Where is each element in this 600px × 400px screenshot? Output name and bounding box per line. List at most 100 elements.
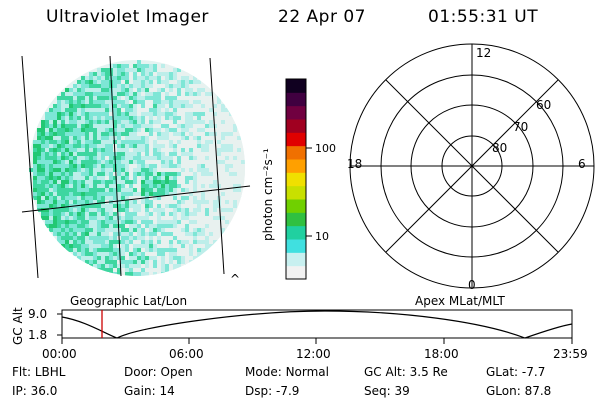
uv-pixel — [201, 192, 205, 196]
colorbar-segment — [286, 225, 306, 240]
uv-pixel — [85, 236, 89, 240]
uv-pixel — [89, 216, 93, 220]
uv-pixel — [73, 140, 77, 144]
uv-pixel — [149, 248, 153, 252]
uv-pixel — [177, 112, 181, 116]
uv-pixel — [153, 148, 157, 152]
uv-pixel — [113, 208, 117, 212]
uv-pixel — [185, 200, 189, 204]
uv-pixel — [97, 92, 101, 96]
uv-pixel — [101, 184, 105, 188]
uv-pixel — [33, 176, 37, 180]
uv-pixel — [193, 152, 197, 156]
uv-pixel — [189, 160, 193, 164]
polar-lat-80: 80 — [492, 141, 508, 155]
uv-pixel — [89, 264, 93, 268]
uv-pixel — [157, 236, 161, 240]
uv-pixel — [113, 92, 117, 96]
uv-pixel — [65, 192, 69, 196]
uv-pixel — [117, 212, 121, 216]
uv-pixel — [93, 84, 97, 88]
uv-pixel — [173, 72, 177, 76]
uv-pixel — [49, 196, 53, 200]
uv-pixel — [101, 252, 105, 256]
uv-pixel — [101, 240, 105, 244]
uv-pixel — [45, 144, 49, 148]
uv-pixel — [65, 204, 69, 208]
uv-pixel — [101, 128, 105, 132]
uv-pixel — [149, 136, 153, 140]
uv-pixel — [89, 92, 93, 96]
uv-pixel — [233, 212, 237, 216]
uv-pixel — [81, 148, 85, 152]
uv-pixel — [37, 148, 41, 152]
uv-pixel — [173, 164, 177, 168]
uv-pixel — [181, 228, 185, 232]
uv-pixel — [53, 220, 57, 224]
uv-pixel — [221, 144, 225, 148]
uv-pixel — [161, 148, 165, 152]
uv-pixel — [165, 72, 169, 76]
uv-pixel — [57, 220, 61, 224]
uv-pixel — [65, 132, 69, 136]
uv-pixel — [133, 136, 137, 140]
uv-pixel — [77, 100, 81, 104]
uv-pixel — [141, 272, 145, 276]
uv-pixel — [121, 156, 125, 160]
uv-pixel — [161, 272, 165, 276]
uv-pixel — [121, 272, 125, 276]
uv-pixel — [45, 172, 49, 176]
uv-pixel — [89, 212, 93, 216]
uv-pixel — [165, 152, 169, 156]
uv-pixel — [237, 180, 241, 184]
uv-pixel — [201, 96, 205, 100]
uv-pixel — [125, 120, 129, 124]
uv-pixel — [77, 236, 81, 240]
uv-pixel — [153, 256, 157, 260]
uv-pixel — [97, 196, 101, 200]
uv-pixel — [181, 168, 185, 172]
uv-pixel — [141, 156, 145, 160]
uv-pixel — [149, 260, 153, 264]
uv-pixel — [193, 220, 197, 224]
uv-pixel — [85, 224, 89, 228]
uv-pixel — [65, 120, 69, 124]
colorbar-segment — [286, 145, 306, 160]
uv-pixel — [45, 204, 49, 208]
uv-pixel — [45, 136, 49, 140]
uv-pixel — [129, 96, 133, 100]
uv-pixel — [61, 196, 65, 200]
uv-pixel — [77, 200, 81, 204]
uv-pixel — [69, 244, 73, 248]
uv-pixel — [129, 192, 133, 196]
uv-pixel — [157, 252, 161, 256]
uv-pixel — [177, 188, 181, 192]
uv-pixel — [137, 216, 141, 220]
uv-pixel — [201, 128, 205, 132]
uv-pixel — [193, 164, 197, 168]
uv-pixel — [61, 124, 65, 128]
uv-pixel — [165, 132, 169, 136]
uv-pixel — [81, 236, 85, 240]
uv-pixel — [117, 140, 121, 144]
uv-pixel — [97, 168, 101, 172]
uv-pixel — [89, 180, 93, 184]
uv-pixel — [221, 164, 225, 168]
uv-pixel — [169, 184, 173, 188]
uv-pixel — [229, 220, 233, 224]
uv-pixel — [65, 184, 69, 188]
uv-pixel — [229, 164, 233, 168]
uv-pixel — [161, 84, 165, 88]
uv-pixel — [209, 160, 213, 164]
uv-pixel — [201, 228, 205, 232]
uv-pixel — [229, 148, 233, 152]
uv-pixel — [125, 264, 129, 268]
uv-pixel — [165, 164, 169, 168]
uv-pixel — [161, 168, 165, 172]
uv-pixel — [85, 128, 89, 132]
uv-pixel — [177, 240, 181, 244]
uv-pixel — [173, 216, 177, 220]
uv-pixel — [41, 128, 45, 132]
uv-pixel — [97, 176, 101, 180]
uv-pixel — [149, 204, 153, 208]
